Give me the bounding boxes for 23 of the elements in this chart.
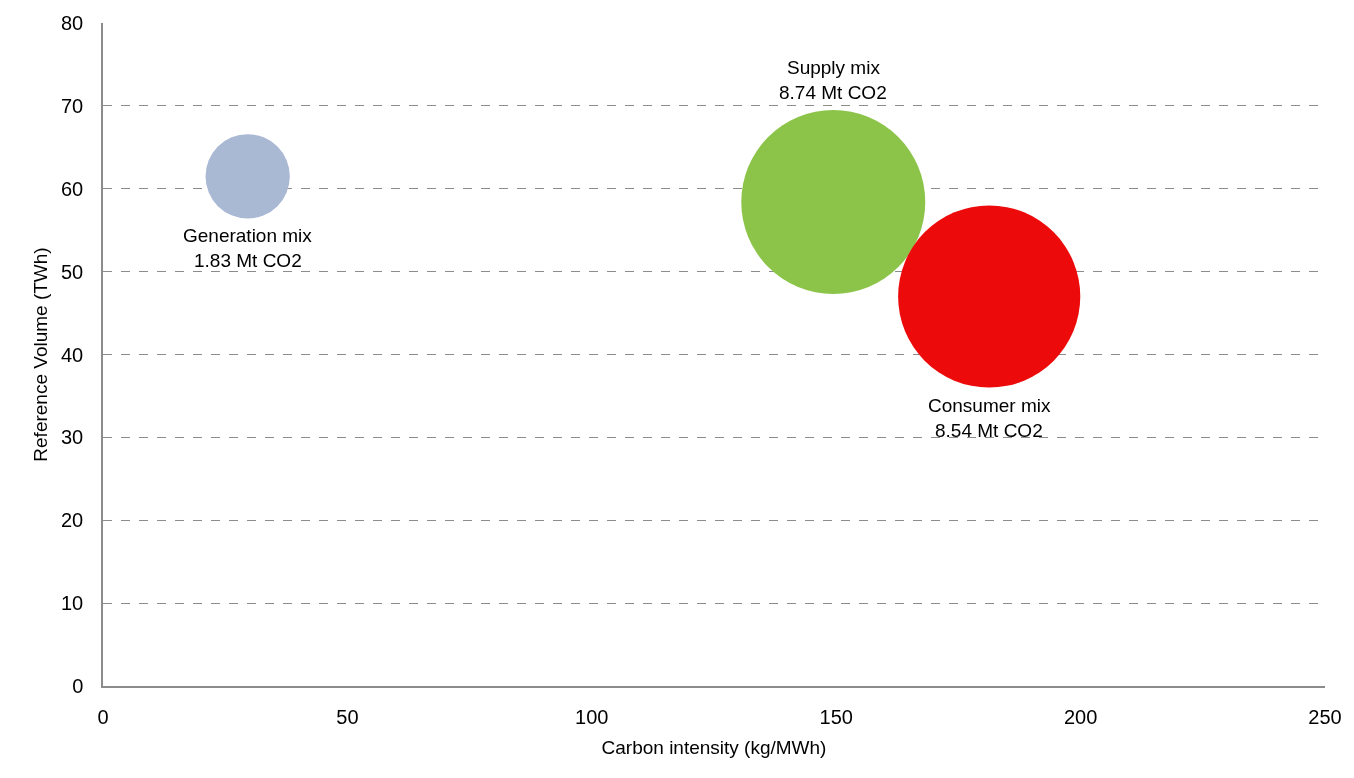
y-tick-label: 70: [61, 94, 84, 117]
y-tick-label: 20: [61, 509, 84, 532]
y-tick-label: 80: [61, 12, 84, 34]
y-tick-label: 0: [72, 675, 84, 697]
data-label: 8.54 Mt CO2: [935, 420, 1043, 441]
data-label: 1.83 Mt CO2: [194, 250, 302, 271]
x-tick-label: 150: [819, 705, 853, 728]
x-axis-title: Carbon intensity (kg/MWh): [601, 737, 827, 759]
x-tick-label: 200: [1063, 705, 1098, 728]
x-tick-label: 250: [1308, 705, 1342, 728]
y-axis-title: Reference Volume (TWh): [30, 247, 52, 462]
text: Supply mix: [787, 57, 881, 78]
x-tick-label: 0: [97, 705, 109, 728]
x-tick-label: 50: [336, 705, 359, 728]
x-tick-label: 100: [575, 705, 609, 728]
data-label: 8.74 Mt CO2: [779, 82, 887, 103]
y-tick-label: 30: [61, 426, 84, 449]
series-label: Consumer mix: [928, 395, 1051, 416]
series-label: Generation mix: [183, 225, 313, 246]
y-tick-label: 60: [61, 177, 84, 200]
y-tick-label: 50: [61, 260, 84, 283]
y-tick-label: 40: [61, 343, 84, 366]
y-tick-label: 10: [61, 592, 84, 615]
